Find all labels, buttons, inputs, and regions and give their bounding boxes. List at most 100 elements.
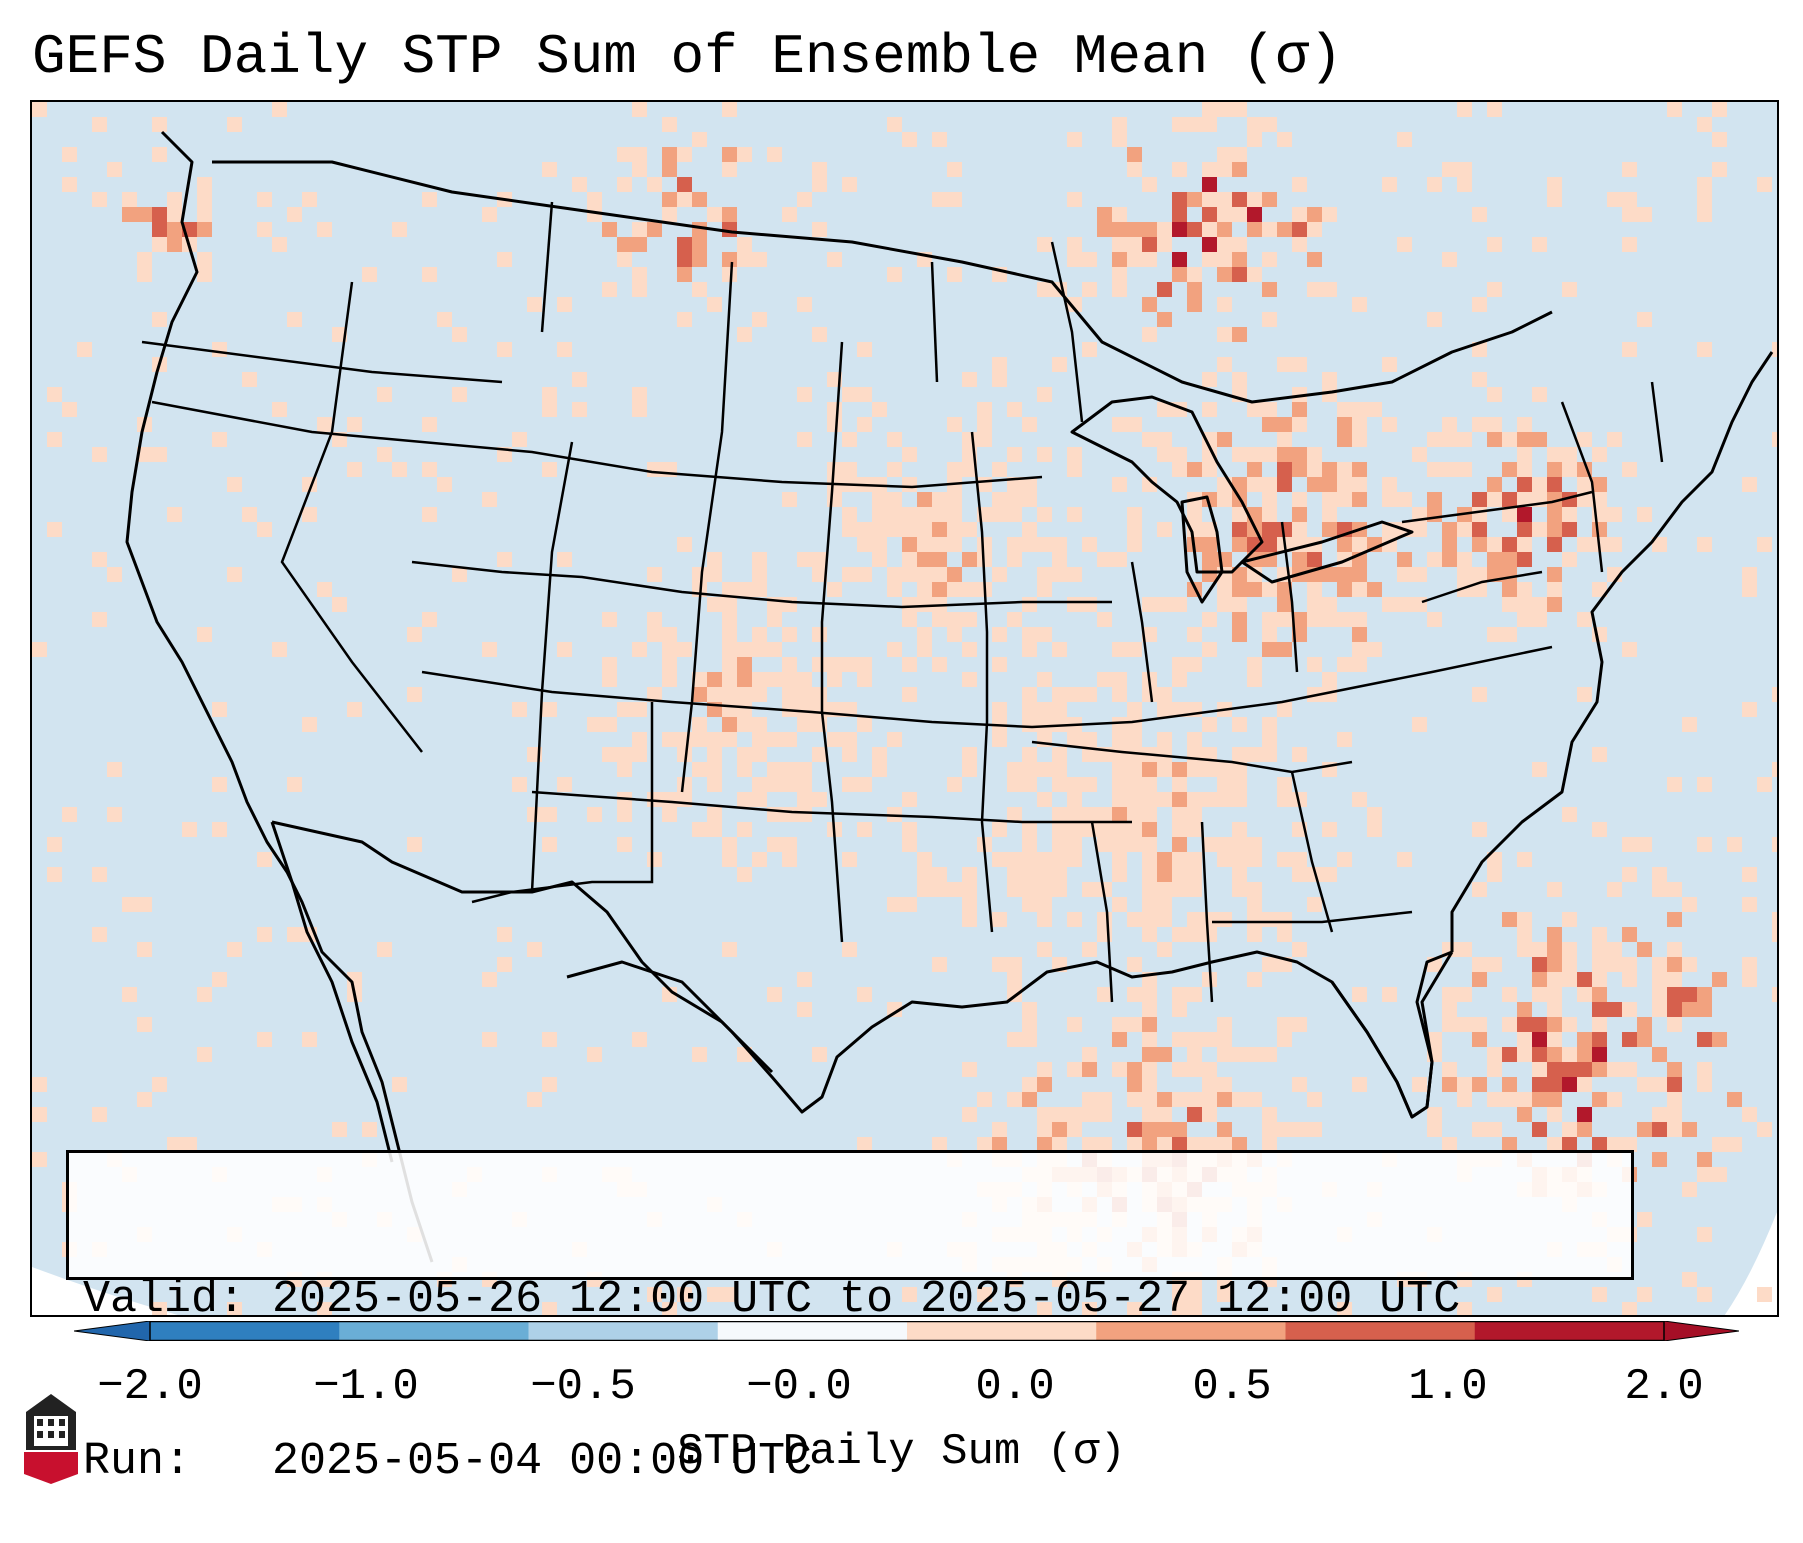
stp-cell: [827, 492, 842, 507]
stp-cell: [1172, 657, 1187, 672]
stp-cell: [1112, 1062, 1127, 1077]
niu-logo: [24, 1394, 78, 1484]
stp-cell: [1217, 432, 1232, 447]
stp-cell: [452, 567, 467, 582]
stp-cell: [797, 807, 812, 822]
stp-cell: [1112, 732, 1127, 747]
stp-cell: [1337, 612, 1352, 627]
colorbar-bin: [907, 1321, 1097, 1341]
stp-cell: [1157, 597, 1172, 612]
stp-cell: [662, 987, 677, 1002]
stp-cell: [1082, 807, 1097, 822]
stp-cell: [857, 342, 872, 357]
stp-cell: [1622, 972, 1637, 987]
stp-cell: [1292, 522, 1307, 537]
stp-cell: [797, 552, 812, 567]
stp-cell: [1157, 447, 1172, 462]
stp-cell: [1472, 207, 1487, 222]
stp-cell: [1277, 132, 1292, 147]
stp-cell: [1112, 822, 1127, 837]
stp-cell: [92, 192, 107, 207]
stp-cell: [617, 702, 632, 717]
stp-cell: [1292, 1017, 1307, 1032]
stp-cell: [1547, 582, 1562, 597]
stp-cell: [1232, 1047, 1247, 1062]
stp-cell: [1697, 1167, 1712, 1182]
stp-cell: [47, 387, 62, 402]
stp-cell: [1067, 132, 1082, 147]
stp-cell: [1007, 612, 1022, 627]
stp-cell: [1217, 492, 1232, 507]
stp-cell: [1412, 717, 1427, 732]
stp-cell: [1607, 957, 1622, 972]
stp-cell: [1157, 1107, 1172, 1122]
colorbar-tick-label: −0.0: [746, 1362, 852, 1412]
stp-cell: [1532, 597, 1547, 612]
stp-cell: [1022, 537, 1037, 552]
stp-cell: [1592, 1032, 1607, 1047]
stp-cell: [1547, 882, 1562, 897]
stp-cell: [1322, 867, 1337, 882]
stp-cell: [1217, 852, 1232, 867]
stp-cell: [1022, 627, 1037, 642]
stp-cell: [1322, 822, 1337, 837]
stp-cell: [1622, 1032, 1637, 1047]
stp-cell: [1262, 627, 1277, 642]
stp-cell: [1307, 462, 1322, 477]
stp-cell: [1547, 462, 1562, 477]
stp-cell: [1187, 1302, 1202, 1315]
stp-cell: [947, 777, 962, 792]
stp-cell: [1352, 477, 1367, 492]
stp-cell: [647, 177, 662, 192]
stp-cell: [1037, 1302, 1052, 1315]
stp-cell: [1307, 222, 1322, 237]
stp-cell: [1232, 207, 1247, 222]
stp-cell: [977, 417, 992, 432]
stp-cell: [1547, 1107, 1562, 1122]
stp-cell: [1157, 222, 1172, 237]
stp-cell: [272, 237, 287, 252]
stp-cell: [1142, 627, 1157, 642]
stp-cell: [1517, 432, 1532, 447]
stp-cell: [1127, 222, 1142, 237]
stp-cell: [1217, 1032, 1232, 1047]
stp-cell: [1097, 222, 1112, 237]
stp-cell: [1412, 597, 1427, 612]
map-panel: [30, 100, 1779, 1317]
stp-cell: [1772, 912, 1777, 927]
stp-cell: [1157, 882, 1172, 897]
stp-cell: [677, 642, 692, 657]
stp-cell: [1472, 507, 1487, 522]
stp-cell: [167, 222, 182, 237]
stp-cell: [377, 447, 392, 462]
stp-cell: [1142, 792, 1157, 807]
stp-cell: [632, 387, 647, 402]
stp-cell: [1607, 1137, 1622, 1152]
stp-cell: [1457, 552, 1472, 567]
stp-cell: [1157, 942, 1172, 957]
stp-cell: [1742, 702, 1757, 717]
stp-cell: [1532, 1017, 1547, 1032]
stp-cell: [977, 432, 992, 447]
stp-cell: [1322, 672, 1337, 687]
stp-cell: [977, 1137, 992, 1152]
stp-cell: [482, 492, 497, 507]
colorbar-tick-label: 0.5: [1192, 1362, 1272, 1412]
colorbar-bin: [150, 1321, 340, 1341]
stp-cell: [1082, 777, 1097, 792]
stp-cell: [1712, 972, 1727, 987]
stp-cell: [602, 612, 617, 627]
stp-cell: [917, 852, 932, 867]
stp-cell: [707, 822, 722, 837]
stp-cell: [1517, 612, 1532, 627]
stp-cell: [1592, 957, 1607, 972]
stp-cell: [1157, 762, 1172, 777]
stp-cell: [1652, 957, 1667, 972]
stp-cell: [1202, 717, 1217, 732]
stp-cell: [1562, 942, 1577, 957]
stp-cell: [1232, 102, 1247, 117]
stp-cell: [1097, 912, 1112, 927]
stp-cell: [317, 1302, 332, 1315]
stp-cell: [1217, 1077, 1232, 1092]
stp-cell: [407, 627, 422, 642]
